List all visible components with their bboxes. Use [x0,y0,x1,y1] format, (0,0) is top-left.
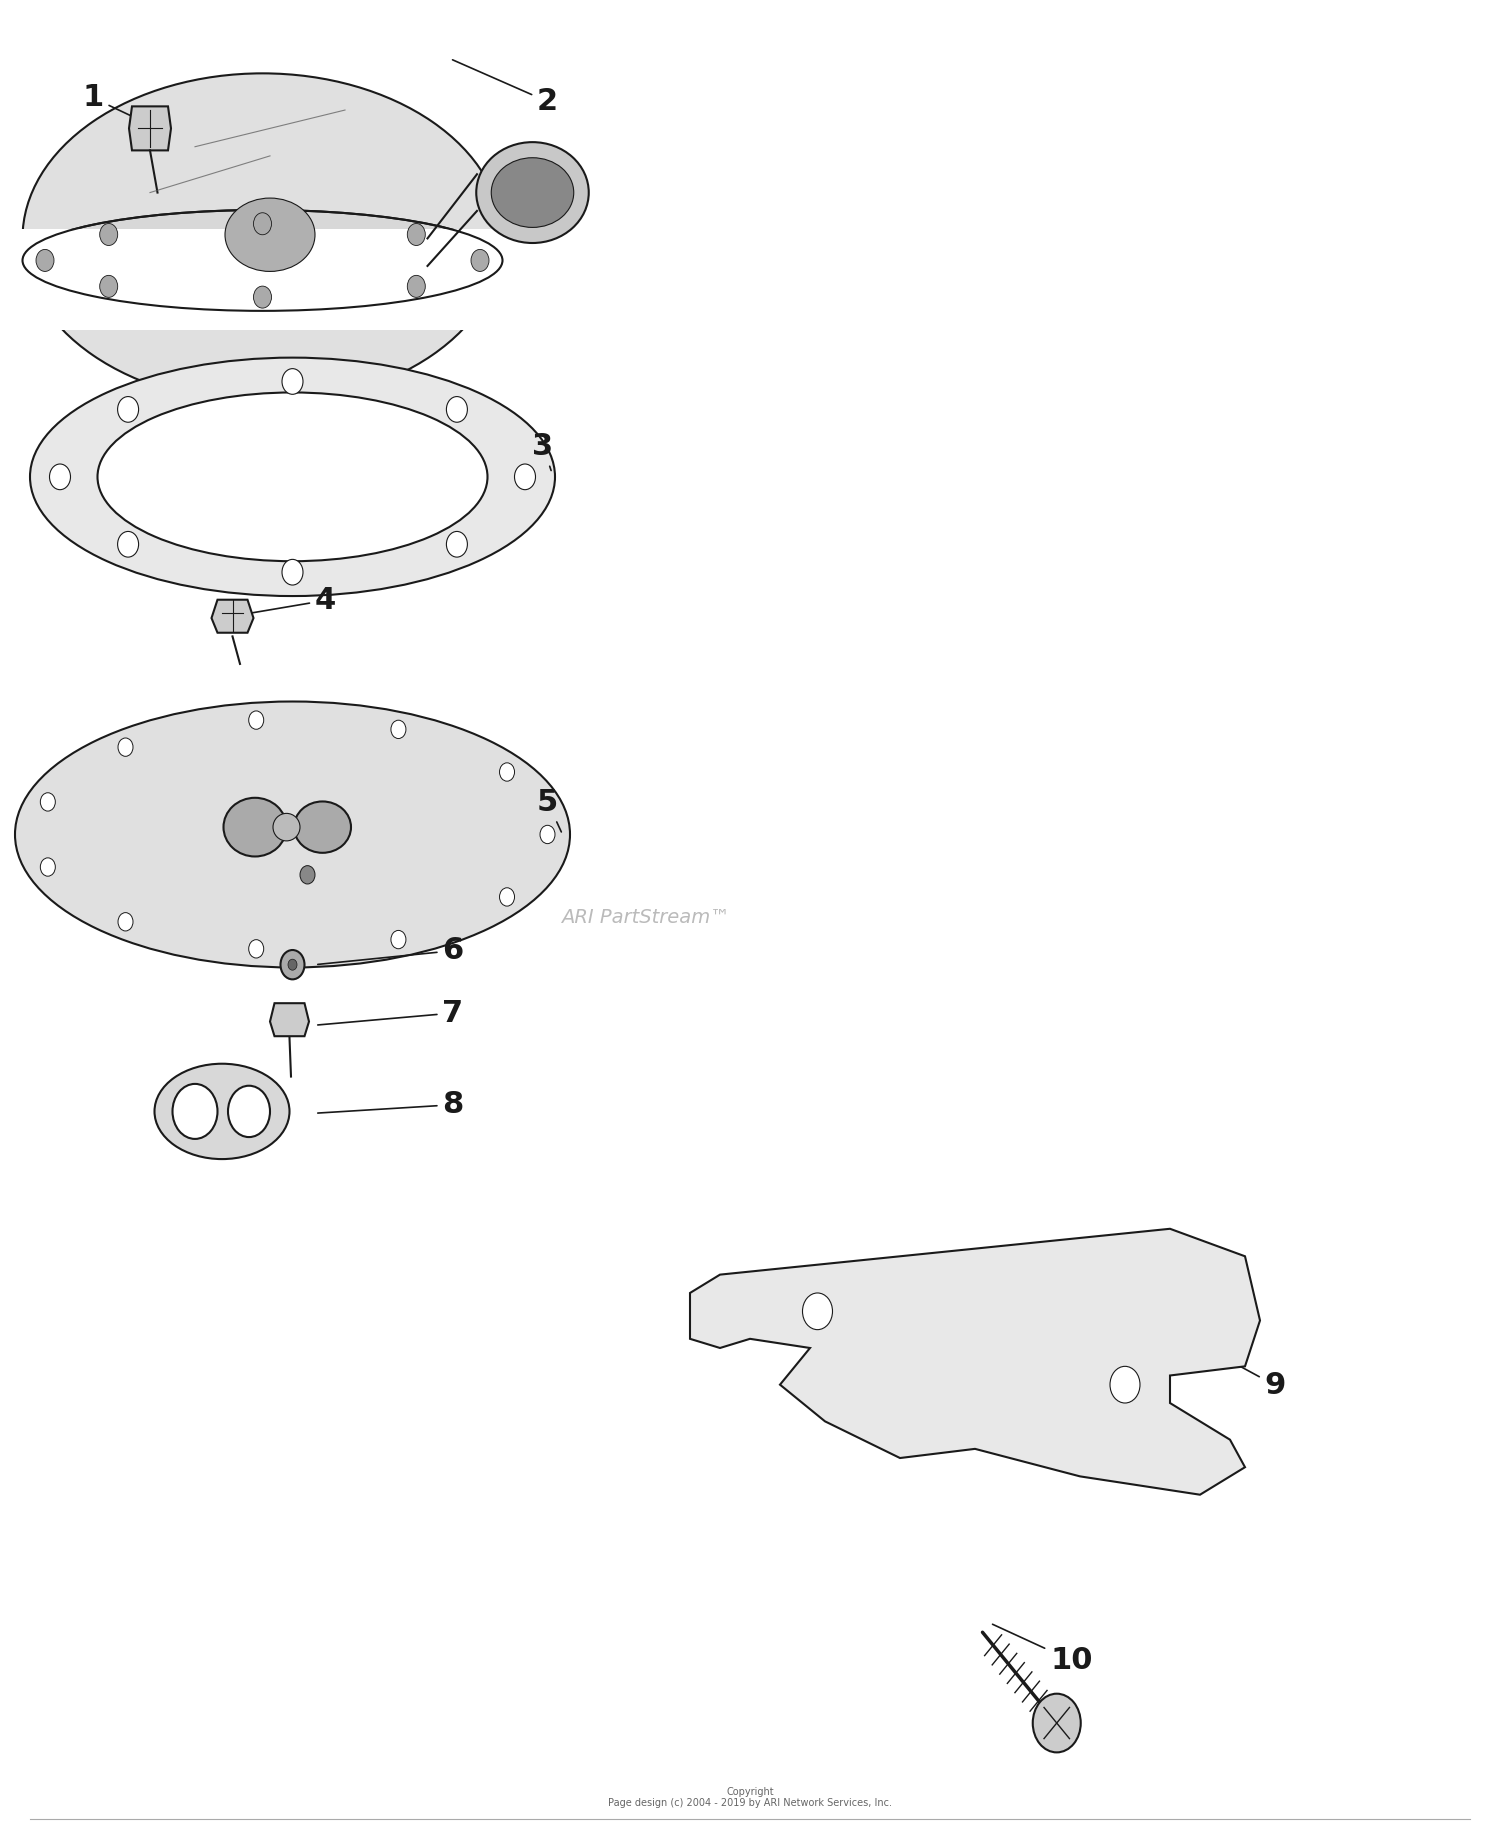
Text: Copyright
Page design (c) 2004 - 2019 by ARI Network Services, Inc.: Copyright Page design (c) 2004 - 2019 by… [608,1786,892,1808]
Circle shape [540,825,555,844]
Ellipse shape [225,198,315,271]
Circle shape [1110,1366,1140,1403]
Circle shape [249,712,264,730]
Circle shape [36,249,54,271]
Text: 4: 4 [246,585,336,614]
Circle shape [117,396,138,422]
Circle shape [118,737,134,756]
Circle shape [50,464,70,490]
Circle shape [118,913,134,932]
Text: 1: 1 [82,83,154,127]
Circle shape [280,950,304,979]
Circle shape [500,888,514,906]
Circle shape [1032,1693,1080,1751]
FancyBboxPatch shape [15,229,525,330]
Ellipse shape [477,143,588,244]
Text: 6: 6 [318,935,464,965]
Circle shape [471,249,489,271]
Circle shape [117,532,138,558]
Circle shape [300,866,315,884]
Circle shape [40,858,56,877]
Circle shape [447,396,468,422]
Circle shape [514,464,535,490]
Ellipse shape [154,1064,290,1159]
Text: 9: 9 [1233,1363,1286,1399]
Ellipse shape [224,798,286,856]
Text: 10: 10 [993,1625,1092,1674]
Circle shape [288,959,297,970]
Text: 3: 3 [532,431,554,471]
Text: 7: 7 [318,998,464,1027]
Circle shape [282,369,303,394]
Circle shape [99,275,117,297]
Polygon shape [129,106,171,150]
Ellipse shape [273,814,300,840]
Circle shape [249,939,264,957]
Text: 8: 8 [318,1089,464,1119]
Ellipse shape [228,1086,270,1137]
Ellipse shape [492,158,573,227]
Ellipse shape [22,211,502,310]
Circle shape [282,559,303,585]
Ellipse shape [22,73,502,403]
Circle shape [40,792,56,811]
Text: 5: 5 [537,787,561,833]
Ellipse shape [15,702,570,968]
Circle shape [392,930,406,948]
Circle shape [254,213,272,235]
Circle shape [500,763,514,781]
Circle shape [392,721,406,739]
Ellipse shape [294,801,351,853]
Ellipse shape [172,1084,217,1139]
Text: ARI PartStream™: ARI PartStream™ [561,908,729,926]
Polygon shape [211,600,254,633]
Circle shape [408,275,426,297]
Circle shape [99,224,117,246]
Ellipse shape [98,392,488,561]
Ellipse shape [30,358,555,596]
Circle shape [447,532,468,558]
Circle shape [408,224,426,246]
Circle shape [802,1293,832,1330]
Polygon shape [690,1229,1260,1495]
Polygon shape [270,1003,309,1036]
Circle shape [254,286,272,308]
Text: 2: 2 [453,61,558,116]
